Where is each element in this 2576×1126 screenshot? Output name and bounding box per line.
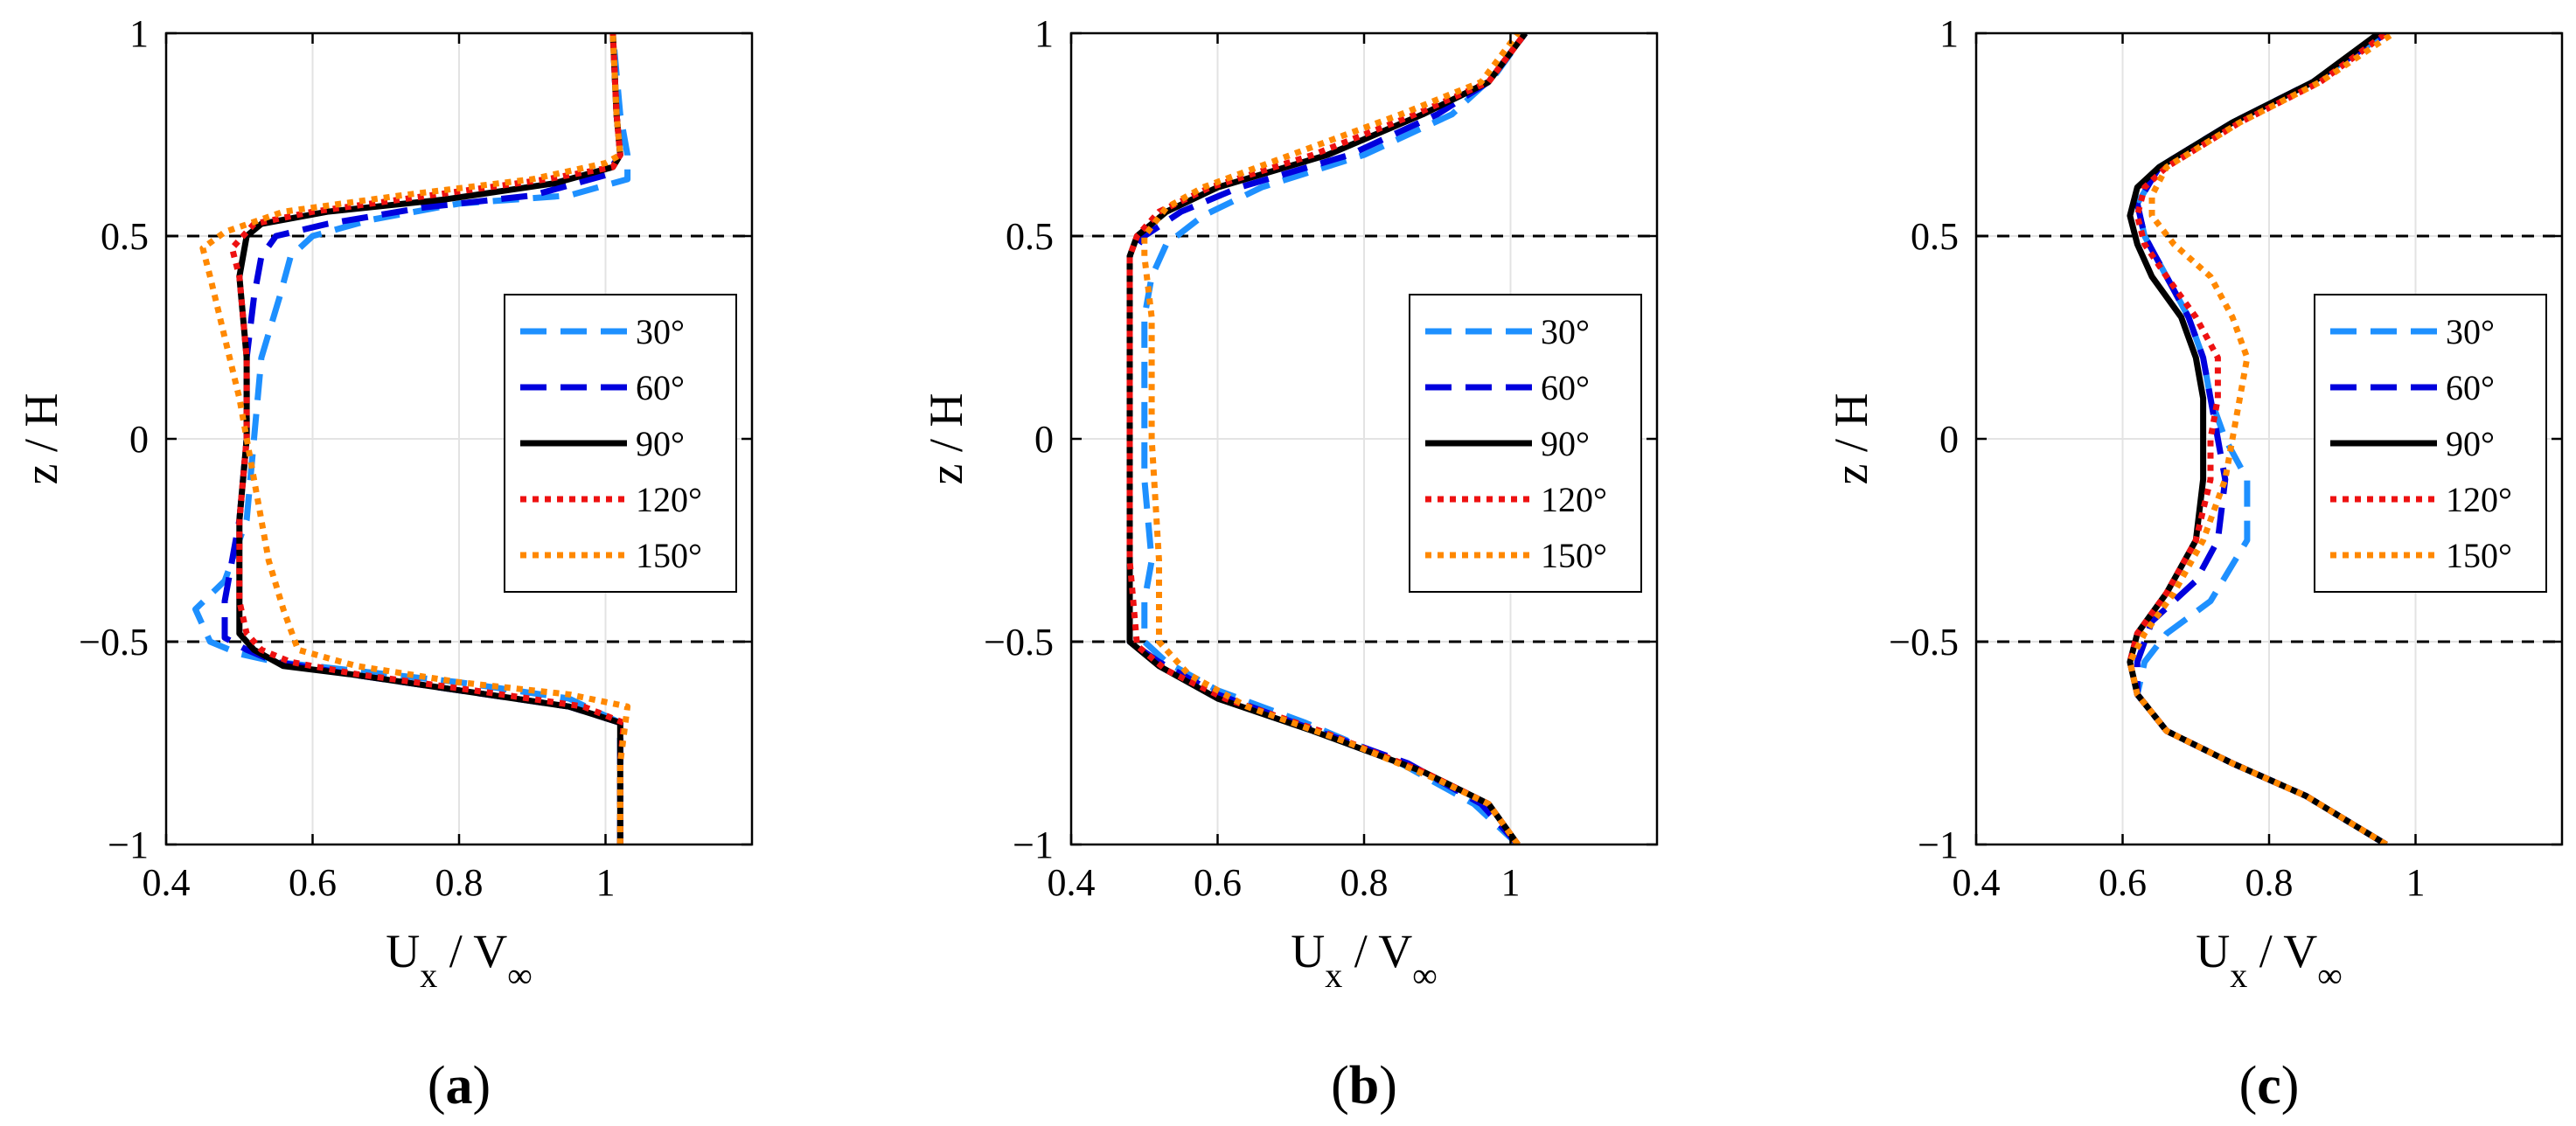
y-tick-label: 0.5	[101, 215, 149, 258]
panel-label-open: (	[2239, 1056, 2258, 1116]
y-tick-label: −1	[108, 824, 149, 866]
y-axis-label: z / H	[15, 393, 67, 485]
series-line-4	[2127, 33, 2396, 844]
y-tick-label: 0.5	[1911, 215, 1959, 258]
panel-label: (c)	[2239, 1056, 2300, 1116]
series-line-0	[1141, 33, 1528, 844]
x-axis-label-rest: / V	[1342, 925, 1412, 977]
y-tick-label: −0.5	[79, 621, 149, 664]
x-tick-label: 1	[596, 861, 616, 904]
x-axis-label-sub: x	[1325, 956, 1342, 995]
x-tick-label: 0.4	[143, 861, 191, 904]
panel-b: 0.4 0.6 0.8 1 −1 −0.5 0 0.5 1 z / H Ux / V∞ 30° 60° 9…	[920, 12, 1659, 1116]
legend: 30° 60° 90° 120° 150°	[1409, 294, 1642, 593]
y-tick-label: −0.5	[1889, 621, 1959, 664]
panel-label-close: )	[473, 1056, 491, 1116]
legend-entry-4: 150°	[636, 536, 702, 575]
x-tick-label: 0.8	[2245, 861, 2294, 904]
x-axis-label-rest: / V	[437, 925, 507, 977]
y-tick-label: 0	[1939, 418, 1959, 461]
legend-entry-2: 90°	[1541, 424, 1590, 463]
y-tick-label: −1	[1918, 824, 1959, 866]
x-tick-label: 0.6	[289, 861, 337, 904]
x-tick-label: 0.4	[1953, 861, 2001, 904]
legend-entry-1: 60°	[1541, 368, 1590, 407]
x-tick-label: 0.8	[435, 861, 484, 904]
y-tick-label: 0.5	[1006, 215, 1054, 258]
x-axis-label-base: U	[386, 925, 420, 977]
y-tick-label: 1	[1939, 12, 1959, 55]
legend-entry-3: 120°	[2446, 480, 2512, 519]
panel-label-open: (	[428, 1056, 446, 1116]
legend-entry-4: 150°	[2446, 536, 2512, 575]
x-tick-label: 0.4	[1048, 861, 1096, 904]
legend-entry-0: 30°	[2446, 312, 2495, 351]
panel-label-close: )	[2281, 1056, 2300, 1116]
x-axis-label-sub2: ∞	[1412, 956, 1438, 995]
legend-entry-0: 30°	[1541, 312, 1590, 351]
x-axis-label: Ux / V∞	[386, 925, 533, 995]
y-tick-label: 0	[129, 418, 149, 461]
series-line-4	[199, 33, 631, 844]
series-line-0	[192, 33, 631, 844]
x-axis-label-sub2: ∞	[507, 956, 533, 995]
panel-label-open: (	[1331, 1056, 1349, 1116]
legend-entry-3: 120°	[636, 480, 702, 519]
panel-label-letter: b	[1349, 1056, 1379, 1116]
y-tick-label: −1	[1013, 824, 1054, 866]
panel-label: (a)	[428, 1056, 491, 1116]
x-axis-label: Ux / V∞	[1291, 925, 1438, 995]
x-axis-label-base: U	[1291, 925, 1325, 977]
x-tick-label: 1	[1501, 861, 1521, 904]
x-tick-label: 1	[2406, 861, 2426, 904]
panel-a: 0.4 0.6 0.8 1 −1 −0.5 0 0.5 1 z / H Ux / V∞ 30° 60° 9…	[15, 12, 754, 1116]
panel-label-letter: a	[446, 1056, 473, 1116]
panel-label-letter: c	[2257, 1056, 2281, 1116]
legend: 30° 60° 90° 120° 150°	[504, 294, 737, 593]
y-tick-label: 0	[1034, 418, 1054, 461]
series-line-4	[1141, 33, 1521, 844]
legend-entry-3: 120°	[1541, 480, 1607, 519]
panel-label: (b)	[1331, 1056, 1397, 1116]
legend-entry-2: 90°	[2446, 424, 2495, 463]
panel-label-close: )	[1379, 1056, 1397, 1116]
x-axis-label-base: U	[2196, 925, 2230, 977]
x-axis-label-sub: x	[2230, 956, 2247, 995]
y-tick-label: 1	[1034, 12, 1054, 55]
legend-entry-2: 90°	[636, 424, 685, 463]
legend-entry-1: 60°	[2446, 368, 2495, 407]
x-axis-label-sub2: ∞	[2317, 956, 2343, 995]
x-tick-label: 0.8	[1340, 861, 1389, 904]
x-axis-label-rest: / V	[2247, 925, 2317, 977]
x-axis-label-sub: x	[420, 956, 437, 995]
y-tick-label: −0.5	[984, 621, 1054, 664]
y-tick-label: 1	[129, 12, 149, 55]
x-axis-label: Ux / V∞	[2196, 925, 2343, 995]
legend-entry-1: 60°	[636, 368, 685, 407]
legend-entry-0: 30°	[636, 312, 685, 351]
y-axis-label: z / H	[920, 393, 972, 485]
x-tick-label: 0.6	[1194, 861, 1242, 904]
panel-c: 0.4 0.6 0.8 1 −1 −0.5 0 0.5 1 z / H Ux / V∞ 30° 60° 9…	[1825, 12, 2564, 1116]
legend-entry-4: 150°	[1541, 536, 1607, 575]
y-axis-label: z / H	[1825, 393, 1877, 485]
legend: 30° 60° 90° 120° 150°	[2314, 294, 2547, 593]
x-tick-label: 0.6	[2099, 861, 2147, 904]
